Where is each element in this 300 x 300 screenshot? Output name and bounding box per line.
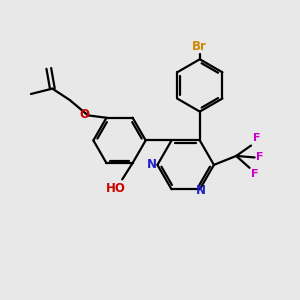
- Text: F: F: [256, 152, 264, 162]
- Text: Br: Br: [192, 40, 207, 53]
- Text: F: F: [251, 169, 259, 179]
- Text: N: N: [196, 184, 206, 197]
- Text: F: F: [253, 133, 260, 143]
- Text: N: N: [147, 158, 157, 171]
- Text: HO: HO: [106, 182, 126, 195]
- Text: O: O: [79, 108, 89, 121]
